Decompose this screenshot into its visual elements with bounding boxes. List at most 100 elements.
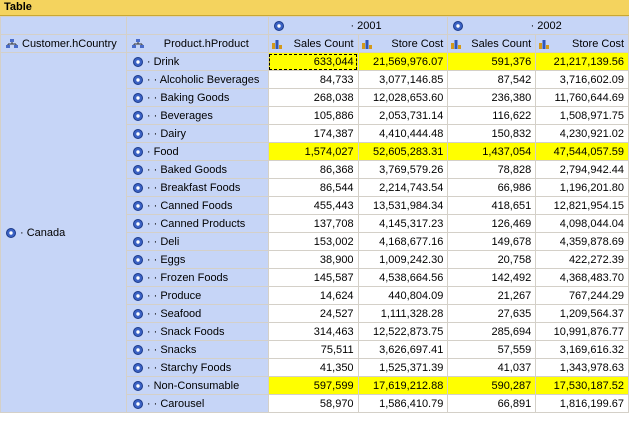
row-header-product[interactable]: · · Produce: [125, 286, 269, 305]
table-cell[interactable]: 1,343,978.63: [535, 358, 629, 377]
member-icon[interactable]: [132, 362, 144, 374]
table-cell[interactable]: 17,619,212.88: [357, 376, 449, 395]
table-cell[interactable]: 21,267: [447, 286, 537, 305]
table-cell[interactable]: 13,531,984.34: [357, 196, 449, 215]
row-header-product[interactable]: · Non-Consumable: [125, 376, 269, 395]
row-header-product[interactable]: · · Deli: [125, 232, 269, 251]
table-cell[interactable]: 418,651: [447, 196, 537, 215]
measure-header-store-cost[interactable]: Store Cost: [535, 34, 629, 53]
table-cell[interactable]: 27,635: [447, 304, 537, 323]
table-cell[interactable]: 41,037: [447, 358, 537, 377]
row-header-product[interactable]: · · Eggs: [125, 250, 269, 269]
table-cell[interactable]: 4,359,878.69: [535, 232, 629, 251]
table-cell[interactable]: 3,716,602.09: [535, 70, 629, 89]
member-icon[interactable]: [132, 200, 144, 212]
table-cell[interactable]: 1,209,564.37: [535, 304, 629, 323]
table-cell[interactable]: 75,511: [267, 340, 359, 359]
table-cell[interactable]: 17,530,187.52: [535, 376, 629, 395]
member-icon[interactable]: [132, 344, 144, 356]
year-header-2001[interactable]: · 2001: [267, 16, 449, 35]
table-cell[interactable]: 1,816,199.67: [535, 394, 629, 413]
row-header-country[interactable]: · Canada: [0, 52, 127, 413]
table-cell[interactable]: 142,492: [447, 268, 537, 287]
member-icon[interactable]: [132, 218, 144, 230]
table-cell[interactable]: 3,769,579.26: [357, 160, 449, 179]
row-header-product[interactable]: · · Snacks: [125, 340, 269, 359]
row-header-product[interactable]: · · Carousel: [125, 394, 269, 413]
table-cell[interactable]: 633,044: [267, 52, 359, 71]
table-cell[interactable]: 86,368: [267, 160, 359, 179]
table-cell[interactable]: 12,522,873.75: [357, 322, 449, 341]
table-cell[interactable]: 153,002: [267, 232, 359, 251]
measure-header-sales-count[interactable]: Sales Count: [267, 34, 359, 53]
member-icon[interactable]: [132, 128, 144, 140]
member-icon[interactable]: [132, 308, 144, 320]
table-cell[interactable]: 1,586,410.79: [357, 394, 449, 413]
table-cell[interactable]: 1,574,027: [267, 142, 359, 161]
row-header-product[interactable]: · Food: [125, 142, 269, 161]
table-cell[interactable]: 126,469: [447, 214, 537, 233]
table-cell[interactable]: 455,443: [267, 196, 359, 215]
row-header-product[interactable]: · · Canned Products: [125, 214, 269, 233]
member-icon[interactable]: [132, 146, 144, 158]
table-cell[interactable]: 285,694: [447, 322, 537, 341]
table-cell[interactable]: 597,599: [267, 376, 359, 395]
dimension-header-country[interactable]: Customer.hCountry: [0, 34, 127, 53]
table-cell[interactable]: 4,410,444.48: [357, 124, 449, 143]
table-cell[interactable]: 21,217,139.56: [535, 52, 629, 71]
table-cell[interactable]: 2,053,731.14: [357, 106, 449, 125]
table-cell[interactable]: 4,368,483.70: [535, 268, 629, 287]
row-header-product[interactable]: · Drink: [125, 52, 269, 71]
table-cell[interactable]: 47,544,057.59: [535, 142, 629, 161]
table-cell[interactable]: 1,196,201.80: [535, 178, 629, 197]
row-header-product[interactable]: · · Starchy Foods: [125, 358, 269, 377]
table-cell[interactable]: 38,900: [267, 250, 359, 269]
member-icon[interactable]: [132, 398, 144, 410]
table-cell[interactable]: 52,605,283.31: [357, 142, 449, 161]
table-cell[interactable]: 66,891: [447, 394, 537, 413]
table-cell[interactable]: 11,760,644.69: [535, 88, 629, 107]
row-header-product[interactable]: · · Baked Goods: [125, 160, 269, 179]
table-cell[interactable]: 174,387: [267, 124, 359, 143]
dimension-header-product[interactable]: Product.hProduct: [125, 34, 269, 53]
table-cell[interactable]: 2,794,942.44: [535, 160, 629, 179]
table-cell[interactable]: 591,376: [447, 52, 537, 71]
table-cell[interactable]: 137,708: [267, 214, 359, 233]
row-header-product[interactable]: · · Breakfast Foods: [125, 178, 269, 197]
year-header-2002[interactable]: · 2002: [447, 16, 629, 35]
member-icon[interactable]: [452, 20, 464, 32]
row-header-product[interactable]: · · Beverages: [125, 106, 269, 125]
measure-header-sales-count[interactable]: Sales Count: [447, 34, 537, 53]
table-cell[interactable]: 236,380: [447, 88, 537, 107]
table-cell[interactable]: 4,230,921.02: [535, 124, 629, 143]
table-cell[interactable]: 58,970: [267, 394, 359, 413]
table-cell[interactable]: 3,169,616.32: [535, 340, 629, 359]
table-cell[interactable]: 24,527: [267, 304, 359, 323]
row-header-product[interactable]: · · Alcoholic Beverages: [125, 70, 269, 89]
table-cell[interactable]: 116,622: [447, 106, 537, 125]
member-icon[interactable]: [132, 380, 144, 392]
table-cell[interactable]: 422,272.39: [535, 250, 629, 269]
table-cell[interactable]: 4,098,044.04: [535, 214, 629, 233]
table-cell[interactable]: 105,886: [267, 106, 359, 125]
table-cell[interactable]: 3,626,697.41: [357, 340, 449, 359]
member-icon[interactable]: [132, 254, 144, 266]
table-cell[interactable]: 4,168,677.16: [357, 232, 449, 251]
table-cell[interactable]: 767,244.29: [535, 286, 629, 305]
table-cell[interactable]: 1,437,054: [447, 142, 537, 161]
member-icon[interactable]: [132, 56, 144, 68]
row-header-product[interactable]: · · Snack Foods: [125, 322, 269, 341]
table-cell[interactable]: 590,287: [447, 376, 537, 395]
table-cell[interactable]: 20,758: [447, 250, 537, 269]
member-icon[interactable]: [5, 227, 17, 239]
row-header-product[interactable]: · · Canned Foods: [125, 196, 269, 215]
table-cell[interactable]: 268,038: [267, 88, 359, 107]
table-cell[interactable]: 4,538,664.56: [357, 268, 449, 287]
table-cell[interactable]: 1,009,242.30: [357, 250, 449, 269]
member-icon[interactable]: [132, 290, 144, 302]
table-cell[interactable]: 1,508,971.75: [535, 106, 629, 125]
table-cell[interactable]: 4,145,317.23: [357, 214, 449, 233]
table-cell[interactable]: 10,991,876.77: [535, 322, 629, 341]
table-cell[interactable]: 87,542: [447, 70, 537, 89]
table-cell[interactable]: 57,559: [447, 340, 537, 359]
